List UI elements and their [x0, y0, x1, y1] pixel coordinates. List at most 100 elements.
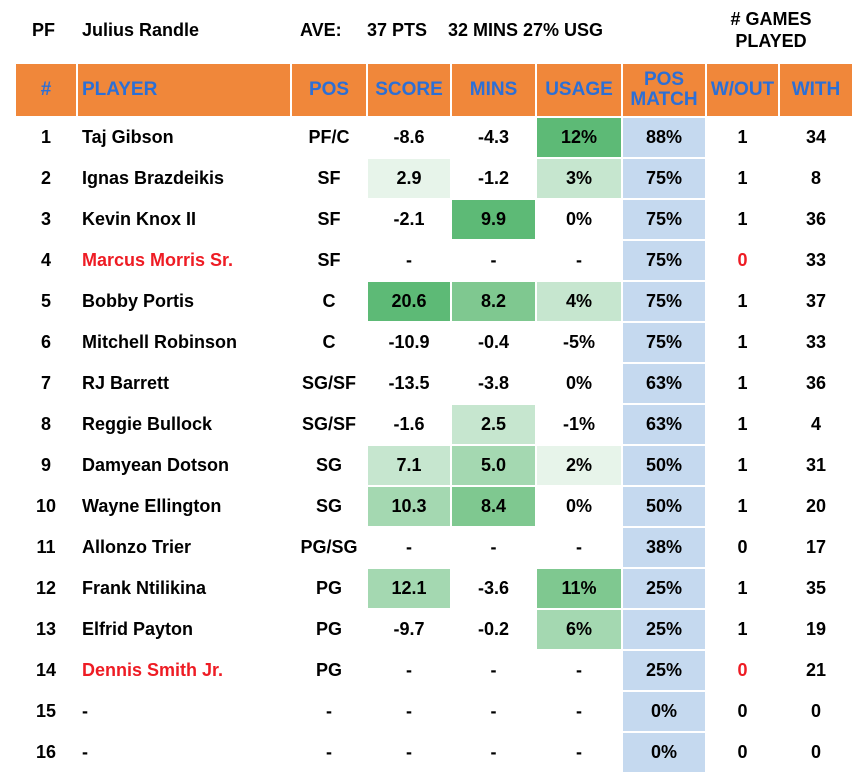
table-row: 3 Kevin Knox II SF -2.1 9.9 0% 75% 1 36 — [16, 200, 852, 239]
player-name: Frank Ntilikina — [82, 578, 207, 598]
position: SF — [317, 209, 341, 229]
without-cell: 1 — [737, 127, 748, 147]
score-cell: - — [406, 742, 412, 762]
table-row: 12 Frank Ntilikina PG 12.1 -3.6 11% 25% 1 35 — [16, 569, 852, 608]
average-mins-usage: 32 MINS 27% USG — [448, 20, 604, 40]
score-cell: -13.5 — [388, 373, 430, 393]
with-cell: 35 — [805, 578, 827, 598]
position: SG — [315, 455, 342, 475]
pos-match-cell: 75% — [623, 323, 705, 362]
position: PG/SG — [300, 537, 358, 557]
summary-header: PF Julius Randle AVE: 37 PTS 32 MINS 27%… — [0, 0, 866, 62]
player-name: - — [82, 701, 88, 721]
row-number: 10 — [35, 496, 57, 516]
without-cell: 1 — [737, 209, 748, 229]
player-name: Mitchell Robinson — [82, 332, 237, 352]
with-cell: 8 — [810, 168, 821, 188]
col-header-mins: MINS — [452, 64, 535, 116]
score-cell: 7.1 — [368, 446, 450, 485]
pos-match-cell: 75% — [623, 282, 705, 321]
score-cell: -10.9 — [388, 332, 430, 352]
usage-cell: - — [576, 742, 582, 762]
games-played-line2: PLAYED — [735, 31, 807, 51]
position: SG/SF — [301, 414, 356, 434]
row-number: 14 — [35, 660, 57, 680]
with-cell: 37 — [805, 291, 827, 311]
mins-cell: 8.4 — [452, 487, 535, 526]
score-cell: -1.6 — [393, 414, 425, 434]
score-cell: 10.3 — [368, 487, 450, 526]
table-row: 4 Marcus Morris Sr. SF - - - 75% 0 33 — [16, 241, 852, 280]
col-header-without: W/OUT — [707, 64, 778, 116]
with-cell: 20 — [805, 496, 827, 516]
pos-match-cell: 50% — [623, 487, 705, 526]
usage-cell: - — [576, 537, 582, 557]
position: PG — [315, 619, 342, 639]
without-cell: 1 — [737, 455, 748, 475]
table-row: 8 Reggie Bullock SG/SF -1.6 2.5 -1% 63% 1 4 — [16, 405, 852, 444]
player-name: Elfrid Payton — [82, 619, 194, 639]
score-cell: -9.7 — [393, 619, 425, 639]
row-number: 3 — [40, 209, 51, 229]
usage-cell: - — [576, 250, 582, 270]
score-cell: - — [406, 250, 412, 270]
without-cell: 0 — [737, 701, 748, 721]
row-number: 9 — [40, 455, 51, 475]
row-number: 8 — [40, 414, 51, 434]
player-name: Reggie Bullock — [82, 414, 213, 434]
usage-cell: 11% — [537, 569, 621, 608]
mins-cell: -3.6 — [477, 578, 510, 598]
row-number: 4 — [40, 250, 51, 270]
usage-cell: -1% — [562, 414, 595, 434]
row-number: 13 — [35, 619, 57, 639]
table-row: 7 RJ Barrett SG/SF -13.5 -3.8 0% 63% 1 36 — [16, 364, 852, 403]
with-cell: 17 — [805, 537, 827, 557]
mins-cell: 5.0 — [452, 446, 535, 485]
without-cell: 1 — [737, 291, 748, 311]
player-name: Bobby Portis — [82, 291, 195, 311]
position: - — [326, 701, 332, 721]
usage-cell: 0% — [565, 209, 592, 229]
without-cell: 1 — [737, 619, 748, 639]
pos-match-cell: 25% — [623, 651, 705, 690]
usage-cell: 12% — [537, 118, 621, 157]
mins-cell: 8.2 — [452, 282, 535, 321]
position: SG — [315, 496, 342, 516]
row-number: 5 — [40, 291, 51, 311]
table-row: 11 Allonzo Trier PG/SG - - - 38% 0 17 — [16, 528, 852, 567]
mins-cell: - — [490, 537, 497, 557]
table-row: 9 Damyean Dotson SG 7.1 5.0 2% 50% 1 31 — [16, 446, 852, 485]
with-cell: 36 — [805, 373, 827, 393]
pos-match-cell: 0% — [623, 733, 705, 772]
position: C — [322, 332, 336, 352]
mins-cell: - — [490, 701, 497, 721]
primary-player-name: Julius Randle — [82, 20, 200, 40]
usage-cell: 2% — [537, 446, 621, 485]
mins-cell: -0.4 — [477, 332, 510, 352]
col-header-num: # — [16, 64, 76, 116]
without-cell: 0 — [737, 250, 748, 270]
comparison-table: # PLAYER POS SCORE MINS USAGE POS MATCH … — [14, 62, 854, 774]
row-number: 16 — [35, 742, 57, 762]
position: SG/SF — [301, 373, 356, 393]
average-points: 37 PTS — [367, 20, 428, 40]
table-body: 1 Taj Gibson PF/C -8.6 -4.3 12% 88% 1 34 2 Ignas B… — [16, 118, 852, 772]
pos-match-cell: 63% — [623, 405, 705, 444]
row-number: 15 — [35, 701, 57, 721]
position: C — [322, 291, 336, 311]
player-name: Allonzo Trier — [82, 537, 192, 557]
mins-cell: - — [490, 742, 497, 762]
table-row: 14 Dennis Smith Jr. PG - - - 25% 0 21 — [16, 651, 852, 690]
without-cell: 0 — [737, 537, 748, 557]
average-label: AVE: — [300, 20, 342, 40]
with-cell: 34 — [805, 127, 827, 147]
without-cell: 1 — [737, 578, 748, 598]
table-row: 15 - - - - - 0% 0 0 — [16, 692, 852, 731]
without-cell: 1 — [737, 373, 748, 393]
mins-cell: -0.2 — [477, 619, 510, 639]
pos-match-cell: 88% — [623, 118, 705, 157]
without-cell: 1 — [737, 332, 748, 352]
row-number: 2 — [40, 168, 51, 188]
pos-match-cell: 75% — [623, 200, 705, 239]
usage-cell: - — [576, 660, 582, 680]
